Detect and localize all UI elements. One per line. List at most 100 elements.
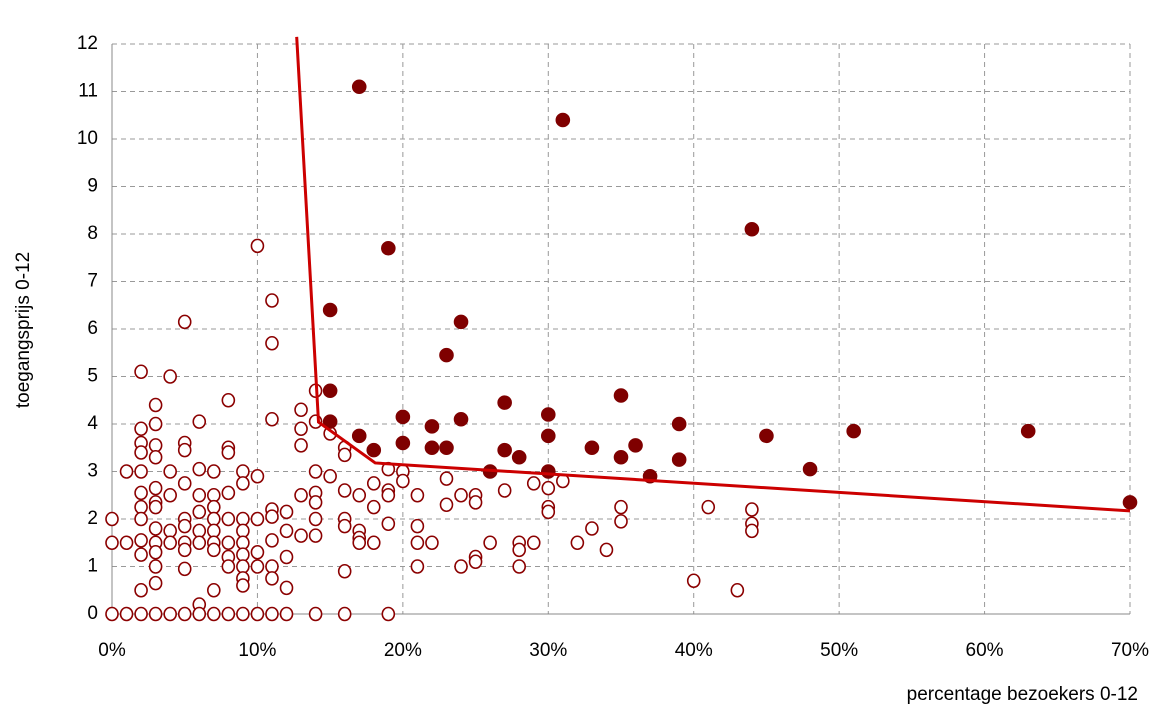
open-point xyxy=(279,606,294,622)
open-point xyxy=(148,575,163,591)
y-tick-label: 5 xyxy=(87,366,98,387)
x-tick-label: 70% xyxy=(1111,640,1149,661)
open-point xyxy=(148,480,163,496)
open-point xyxy=(250,238,265,254)
open-point xyxy=(207,464,221,479)
open-point xyxy=(614,514,628,529)
open-point xyxy=(236,535,250,551)
open-point xyxy=(148,499,163,515)
open-point xyxy=(119,606,134,622)
open-point xyxy=(265,606,279,622)
open-point xyxy=(614,499,628,515)
open-point xyxy=(745,523,759,539)
open-point xyxy=(192,523,207,539)
open-point xyxy=(279,549,294,565)
open-point xyxy=(265,411,279,427)
open-point xyxy=(163,464,177,479)
open-point xyxy=(265,335,279,351)
x-axis-label: percentage bezoekers 0-12 xyxy=(907,684,1138,705)
open-point xyxy=(599,542,614,558)
open-point xyxy=(250,559,265,574)
open-point xyxy=(236,606,250,622)
open-point xyxy=(236,547,250,562)
open-point xyxy=(207,606,221,622)
open-point xyxy=(177,314,192,330)
open-point xyxy=(337,483,352,498)
open-point xyxy=(410,518,425,534)
x-tick-label: 60% xyxy=(966,640,1004,661)
filled-point xyxy=(439,347,454,363)
open-point xyxy=(221,445,236,460)
open-point xyxy=(207,582,221,598)
open-point xyxy=(265,571,279,586)
filled-point xyxy=(395,435,411,451)
open-point xyxy=(148,449,163,465)
y-tick-label: 0 xyxy=(87,603,98,624)
open-point xyxy=(526,535,541,551)
open-point xyxy=(192,461,207,477)
filled-point xyxy=(1122,495,1138,510)
filled-point xyxy=(497,442,512,458)
filled-point xyxy=(540,407,556,422)
open-point xyxy=(236,464,250,479)
open-point xyxy=(236,559,250,574)
open-point xyxy=(308,495,323,510)
open-point xyxy=(192,487,207,503)
filled-point xyxy=(613,388,629,403)
open-point xyxy=(730,582,745,598)
open-point xyxy=(279,504,294,520)
open-point xyxy=(337,563,352,579)
open-point xyxy=(119,535,134,551)
open-point xyxy=(381,487,396,503)
open-point xyxy=(396,473,410,489)
open-point xyxy=(192,504,207,520)
open-point xyxy=(265,509,279,524)
open-point xyxy=(308,606,323,622)
filled-point xyxy=(802,461,818,477)
y-tick-label: 9 xyxy=(87,176,98,197)
open-point xyxy=(192,535,207,551)
open-point xyxy=(745,502,759,517)
filled-point xyxy=(555,112,571,128)
open-point xyxy=(221,485,236,501)
filled-point xyxy=(540,428,556,444)
open-point xyxy=(337,606,352,622)
filled-point xyxy=(846,423,861,439)
filled-point xyxy=(322,383,338,399)
filled-point xyxy=(453,411,469,427)
open-point xyxy=(134,499,148,515)
open-point xyxy=(468,495,483,510)
open-point xyxy=(585,521,599,536)
open-point xyxy=(134,533,148,548)
open-point xyxy=(410,535,425,551)
open-point xyxy=(148,416,163,432)
open-point xyxy=(134,485,148,501)
open-point xyxy=(294,438,308,453)
open-point xyxy=(192,414,207,429)
open-point xyxy=(148,606,163,622)
open-point xyxy=(686,573,701,589)
x-tick-label: 0% xyxy=(98,640,126,661)
open-point xyxy=(483,535,497,551)
x-tick-label: 40% xyxy=(675,640,713,661)
open-point xyxy=(541,480,556,496)
filled-point xyxy=(351,428,367,444)
open-point xyxy=(454,559,468,574)
filled-point xyxy=(1020,423,1036,439)
frontier-line xyxy=(295,36,1131,513)
open-point xyxy=(308,464,323,479)
y-tick-label: 10 xyxy=(77,128,98,149)
open-point xyxy=(221,511,236,527)
open-point xyxy=(512,542,527,558)
filled-point xyxy=(381,240,396,256)
y-tick-label: 11 xyxy=(78,81,98,102)
open-point xyxy=(236,476,250,491)
y-tick-label: 3 xyxy=(87,461,98,482)
open-point xyxy=(177,542,192,558)
open-point xyxy=(410,487,425,503)
x-tick-label: 10% xyxy=(238,640,276,661)
open-point xyxy=(105,535,119,551)
filled-point xyxy=(322,302,338,318)
open-point xyxy=(366,535,381,551)
open-point xyxy=(207,499,221,515)
